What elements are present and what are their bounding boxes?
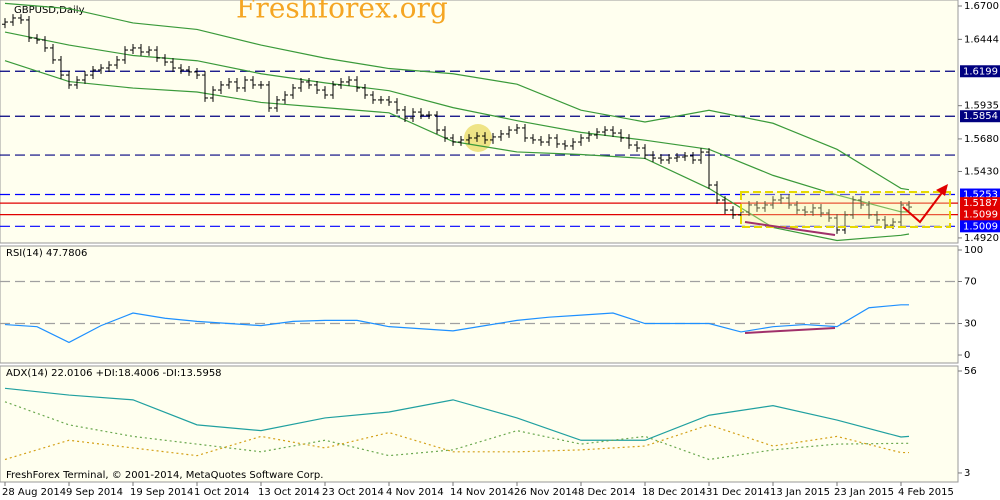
level-label: 1.5854: [963, 111, 998, 122]
y-tick-label: 0: [964, 350, 970, 361]
x-tick-label: 4 Feb 2015: [898, 487, 954, 498]
level-label: 1.6199: [963, 66, 998, 77]
level-label: 1.5009: [963, 221, 998, 232]
y-tick-label: 1.4920: [964, 233, 999, 244]
x-tick-label: 4 Nov 2014: [386, 487, 444, 498]
trend-line: [744, 221, 836, 236]
indicator-line: [4, 401, 909, 461]
indicator-line: [4, 387, 910, 441]
forecast-arrow: [902, 189, 945, 224]
y-tick-label: 56: [964, 366, 977, 377]
level-label: 1.5099: [963, 210, 998, 221]
x-tick-label: 23 Oct 2014: [322, 487, 384, 498]
y-tick-label: 3: [964, 468, 970, 479]
y-tick-label: 1.6444: [964, 34, 999, 45]
indicator-line: [4, 304, 910, 344]
level-label-box: [960, 220, 1000, 233]
highlight-circle: [464, 124, 492, 152]
x-tick-label: 19 Sep 2014: [130, 487, 193, 498]
level-label-box: [960, 65, 1000, 78]
rsi-panel: [0, 245, 959, 364]
level-label: 1.5187: [963, 198, 998, 209]
x-tick-label: 14 Nov 2014: [450, 487, 514, 498]
panel-title: ADX(14) 22.0106 +DI:18.4006 -DI:13.5958: [6, 368, 222, 379]
x-tick-label: 26 Nov 2014: [514, 487, 578, 498]
x-tick-label: 28 Aug 2014: [2, 487, 66, 498]
adx-panel: [0, 365, 959, 483]
x-tick-label: 23 Jan 2015: [834, 487, 894, 498]
indicator-line: [4, 60, 910, 242]
y-tick-label: 1.5430: [964, 166, 999, 177]
x-tick-label: 13 Jan 2015: [770, 487, 830, 498]
arrow-head: [936, 184, 948, 196]
x-tick-label: 9 Sep 2014: [66, 487, 123, 498]
y-tick-label: 70: [964, 276, 977, 287]
x-tick-label: 8 Dec 2014: [578, 487, 636, 498]
range-box: [740, 191, 951, 228]
trend-line: [744, 327, 836, 334]
x-tick-label: 31 Dec 2014: [706, 487, 770, 498]
y-tick-label: 1.5935: [964, 101, 999, 112]
x-tick-label: 18 Dec 2014: [642, 487, 706, 498]
level-label: 1.5253: [963, 190, 998, 201]
y-tick-label: 100: [964, 245, 983, 256]
x-tick-label: 1 Oct 2014: [194, 487, 249, 498]
price-panel: [0, 0, 959, 244]
level-label-box: [960, 110, 1000, 123]
annotations: [740, 184, 951, 334]
panel-title: RSI(14) 47.7806: [6, 248, 87, 259]
footer: FreshForex Terminal, © 2001-2014, MetaQu…: [6, 470, 323, 481]
y-tick-label: 1.5680: [964, 134, 999, 145]
y-tick-label: 30: [964, 319, 977, 330]
x-tick-label: 13 Oct 2014: [258, 487, 320, 498]
level-label-box: [960, 197, 1000, 210]
y-tick-label: 1.6700: [964, 1, 999, 12]
level-label-box: [960, 208, 1000, 221]
panel-title: GBPUSD,Daily: [14, 5, 85, 16]
indicator-line: [4, 2, 910, 191]
watermark: Freshforex.org: [236, 0, 448, 25]
